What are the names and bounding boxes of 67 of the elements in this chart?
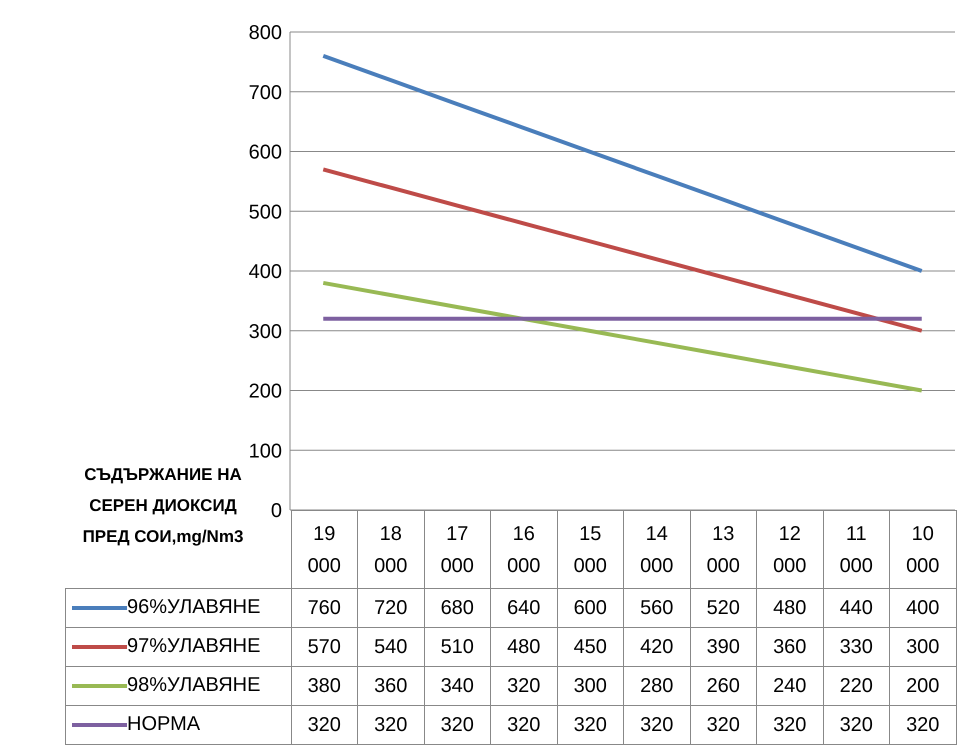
data-label: 560 <box>624 588 690 628</box>
data-label: 320 <box>291 706 358 744</box>
legend-label: 97%УЛАВЯНЕ <box>127 636 260 658</box>
x-tick-label: 14 000 <box>624 510 690 588</box>
data-label: 360 <box>358 666 424 706</box>
x-tick-label: 19 000 <box>291 510 358 588</box>
data-label: 320 <box>890 706 956 744</box>
data-label: 480 <box>756 588 823 628</box>
x-tick-label: 16 000 <box>490 510 557 588</box>
data-label: 320 <box>823 706 890 744</box>
data-label: 570 <box>291 628 358 666</box>
data-label: 760 <box>291 588 358 628</box>
y-tick-label: 500 <box>248 201 282 224</box>
y-axis-title: СЪДЪРЖАНИЕ НА СЕРЕН ДИОКСИД ПРЕД СОИ,mg/Nm3 <box>82 464 244 548</box>
x-tick-label: 18 000 <box>358 510 424 588</box>
data-label: 300 <box>890 628 956 666</box>
x-tick-label: 10 000 <box>890 510 956 588</box>
data-label: 600 <box>557 588 624 628</box>
x-tick-label: 11 000 <box>823 510 890 588</box>
y-tick-label: 300 <box>248 320 282 343</box>
data-label: 360 <box>756 628 823 666</box>
data-label: 320 <box>490 706 557 744</box>
data-label: 260 <box>690 666 756 706</box>
y-tick-label: 800 <box>248 22 282 44</box>
data-label: 320 <box>756 706 823 744</box>
data-label: 320 <box>358 706 424 744</box>
data-label: 520 <box>690 588 756 628</box>
data-label: 300 <box>557 666 624 706</box>
y-tick-label: 200 <box>248 380 282 403</box>
data-label: 320 <box>490 666 557 706</box>
data-label: 480 <box>490 628 557 666</box>
data-label: 440 <box>823 588 890 628</box>
x-tick-label: 13 000 <box>690 510 756 588</box>
data-label: 320 <box>624 706 690 744</box>
data-label: 320 <box>690 706 756 744</box>
line-series <box>321 280 924 392</box>
y-tick-label: 0 <box>270 500 282 522</box>
x-tick-label: 12 000 <box>756 510 823 588</box>
data-label: 340 <box>424 666 490 706</box>
y-tick-label: 400 <box>248 261 282 284</box>
data-label: 280 <box>624 666 690 706</box>
data-label: 540 <box>358 628 424 666</box>
data-label: 680 <box>424 588 490 628</box>
data-label: 330 <box>823 628 890 666</box>
legend-label: 96%УЛАВЯНЕ <box>127 596 260 619</box>
legend-label: НОРМА <box>127 714 200 736</box>
line-series <box>321 54 924 273</box>
data-label: 450 <box>557 628 624 666</box>
x-tick-label: 17 000 <box>424 510 490 588</box>
data-label: 240 <box>756 666 823 706</box>
y-tick-label: 600 <box>248 142 282 164</box>
y-tick-label: 100 <box>248 440 282 462</box>
data-label: 720 <box>358 588 424 628</box>
data-label: 640 <box>490 588 557 628</box>
data-label: 420 <box>624 628 690 666</box>
data-label: 220 <box>823 666 890 706</box>
y-tick-label: 700 <box>248 82 282 104</box>
data-label: 400 <box>890 588 956 628</box>
x-tick-label: 15 000 <box>557 510 624 588</box>
data-label: 510 <box>424 628 490 666</box>
data-label: 320 <box>424 706 490 744</box>
data-label: 200 <box>890 666 956 706</box>
legend-label: 98%УЛАВЯНЕ <box>127 674 260 697</box>
data-label: 380 <box>291 666 358 706</box>
data-label: 390 <box>690 628 756 666</box>
data-label: 320 <box>557 706 624 744</box>
line-series <box>321 167 924 333</box>
